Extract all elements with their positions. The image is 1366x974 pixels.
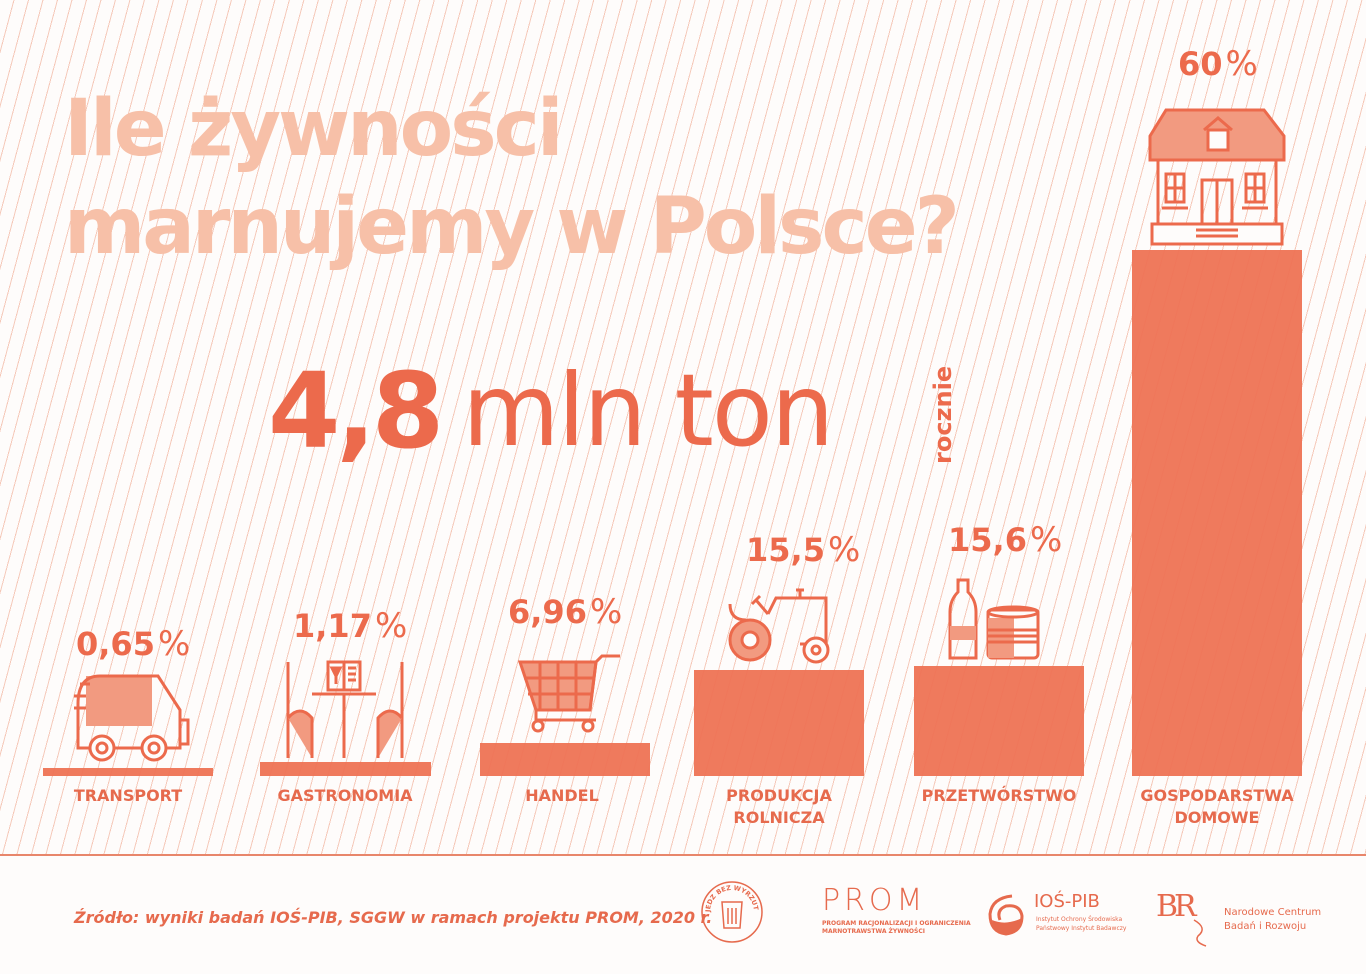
category-label-handel: HANDEL bbox=[477, 785, 647, 807]
tractor-icon bbox=[728, 588, 830, 664]
value-label-gospodarstwa-domowe: 60% bbox=[1178, 46, 1258, 82]
value-number: 0,65 bbox=[76, 625, 155, 663]
percent-sign: % bbox=[827, 530, 861, 570]
label-line-2: DOMOWE bbox=[1174, 808, 1260, 827]
prom-subtitle-1: PROGRAM RACJONALIZACJI I OGRANICZENIA bbox=[822, 920, 971, 927]
ios-pib-subtitle-2: Państwowy Instytut Badawczy bbox=[1036, 925, 1127, 932]
ios-pib-subtitle-1: Instytut Ochrony Środowiska bbox=[1036, 916, 1123, 923]
ncbr-tail-icon bbox=[1193, 919, 1207, 947]
restaurant-table-icon bbox=[286, 660, 404, 758]
label-line-1: GASTRONOMIA bbox=[277, 786, 413, 805]
logo-jedz-bez-wyrzutow: JEDZ BEZ WYRZUTÓW bbox=[696, 873, 764, 944]
value-number: 15,6 bbox=[948, 521, 1027, 559]
ncbr-name-line-2: Badań i Rozwoju bbox=[1224, 921, 1307, 932]
bar-produkcja-rolnicza bbox=[694, 670, 864, 776]
label-line-1: PRODUKCJA bbox=[726, 786, 832, 805]
shopping-cart-icon bbox=[517, 654, 620, 733]
headline-unit: mln ton bbox=[462, 352, 834, 469]
value-label-gastronomia: 1,17% bbox=[293, 608, 407, 644]
bottle-and-can-icon bbox=[948, 578, 1040, 660]
prom-logo-mark: PROM bbox=[822, 883, 927, 918]
jedz-bez-wyrzutow-emblem-icon: JEDZ BEZ WYRZUTÓW bbox=[696, 873, 763, 943]
value-label-przetworstwo: 15,6% bbox=[948, 522, 1062, 558]
label-line-2: ROLNICZA bbox=[733, 808, 825, 827]
percent-sign: % bbox=[1029, 520, 1063, 560]
value-label-handel: 6,96% bbox=[508, 594, 622, 630]
headline-qualifier-text: rocznie bbox=[929, 365, 957, 464]
label-line-1: GOSPODARSTWA bbox=[1140, 786, 1294, 805]
ios-pib-swirl-icon bbox=[988, 894, 1024, 936]
percent-sign: % bbox=[374, 606, 408, 646]
ncbr-logo-mark: BR bbox=[1156, 889, 1197, 924]
value-label-transport: 0,65% bbox=[76, 626, 190, 662]
ios-pib-name: IOŚ-PIB bbox=[1034, 891, 1100, 912]
svg-text:JEDZ BEZ WYRZUTÓW: JEDZ BEZ WYRZUTÓW bbox=[700, 880, 760, 913]
category-label-produkcja-rolnicza: PRODUKCJA ROLNICZA bbox=[694, 785, 864, 829]
percent-sign: % bbox=[1225, 44, 1258, 84]
bar-transport bbox=[43, 768, 213, 776]
label-line-1: HANDEL bbox=[525, 786, 599, 805]
bar-przetworstwo bbox=[914, 666, 1084, 776]
headline-total: 4,8 mln ton rocznie bbox=[268, 350, 957, 472]
ncbr-name-line-1: Narodowe Centrum bbox=[1224, 907, 1322, 918]
category-label-przetworstwo: PRZETWÓRSTWO bbox=[914, 785, 1084, 807]
delivery-truck-icon bbox=[74, 674, 190, 762]
category-label-gastronomia: GASTRONOMIA bbox=[260, 785, 430, 807]
title-line-1: Ile żywności bbox=[64, 84, 564, 174]
footer-divider bbox=[0, 854, 1366, 856]
label-line-1: TRANSPORT bbox=[73, 786, 183, 805]
jedz-logo-text: JEDZ BEZ WYRZUTÓW bbox=[696, 873, 760, 913]
house-icon bbox=[1148, 108, 1286, 246]
value-label-produkcja-rolnicza: 15,5% bbox=[746, 532, 860, 568]
label-line-1: PRZETWÓRSTWO bbox=[921, 786, 1077, 805]
bar-gastronomia bbox=[260, 762, 431, 776]
percent-sign: % bbox=[589, 592, 623, 632]
bar-handel bbox=[480, 743, 650, 776]
source-note: Źródło: wyniki badań IOŚ-PIB, SGGW w ram… bbox=[74, 908, 713, 927]
value-number: 6,96 bbox=[508, 593, 587, 631]
headline-qualifier: rocznie bbox=[928, 356, 958, 466]
bar-gospodarstwa-domowe bbox=[1132, 250, 1302, 776]
value-number: 15,5 bbox=[746, 531, 825, 569]
logo-prom: PROM PROGRAM RACJONALIZACJI I OGRANICZEN… bbox=[822, 886, 1022, 936]
prom-subtitle-2: MARNOTRAWSTWA ŻYWNOŚCI bbox=[822, 928, 925, 935]
value-number: 60 bbox=[1178, 45, 1223, 83]
headline-value: 4,8 bbox=[268, 350, 444, 472]
category-label-gospodarstwa-domowe: GOSPODARSTWA DOMOWE bbox=[1132, 785, 1302, 829]
title-line-2: marnujemy w Polsce? bbox=[64, 182, 960, 272]
page-title: Ile żywności marnujemy w Polsce? bbox=[64, 80, 960, 276]
category-label-transport: TRANSPORT bbox=[43, 785, 213, 807]
value-number: 1,17 bbox=[293, 607, 372, 645]
percent-sign: % bbox=[157, 624, 191, 664]
